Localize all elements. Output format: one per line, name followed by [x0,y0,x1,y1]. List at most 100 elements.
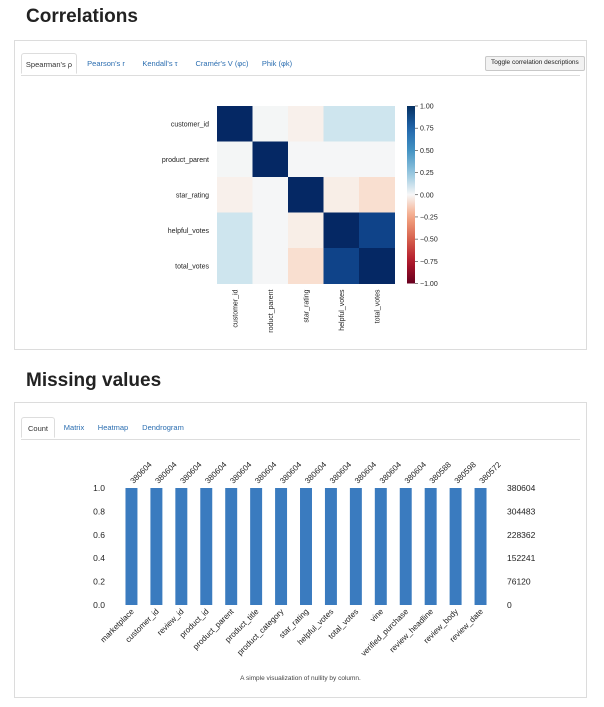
bar-value-label: 380604 [278,460,304,486]
heatmap-cell [359,106,395,142]
bar-value-label: 380604 [353,460,379,486]
tab-cramers-v[interactable]: Cramér's V (φc) [195,59,249,68]
missing-values-title: Missing values [26,370,162,391]
heatmap-cell [288,177,324,213]
heatmap-row-label: customer_id [171,121,209,128]
heatmap-cell [323,141,360,178]
left-axis-tick-label: 0.4 [93,553,105,563]
left-axis-tick-label: 0.2 [93,577,105,587]
bar [324,488,337,605]
left-axis-tick-label: 1.0 [93,483,105,493]
tab-count[interactable]: Count [21,417,55,438]
tab-dendrogram[interactable]: Dendrogram [142,423,184,432]
heatmap-cell [217,141,253,178]
tab-heatmap[interactable]: Heatmap [97,423,129,432]
bar-value-label: 380604 [153,460,179,486]
heatmap-cell [217,106,253,142]
right-axis-tick-label: 152241 [507,553,536,563]
heatmap-cell [323,177,360,213]
bar [449,488,462,605]
bar [374,488,387,605]
heatmap-col-label: roduct_parent [268,289,275,332]
heatmap-cell [323,248,360,284]
bar [349,488,362,605]
heatmap-col-label: helpful_votes [339,289,346,331]
heatmap-cell [288,141,324,178]
missing-values-panel: Count Matrix Heatmap Dendrogram 380604 ma… [14,402,587,698]
heatmap-cell [359,141,395,178]
correlation-heatmap: customer_idproduct_parentstar_ratinghelp… [162,104,438,333]
bar-value-label: 380598 [453,460,479,486]
bar [125,488,138,605]
heatmap-cell [323,106,360,142]
heatmap-cell [217,248,253,284]
missing-count-chart: 380604marketplace380604customer_id380604… [93,460,536,658]
correlations-title: Correlations [26,6,138,27]
colorbar-tick-label: −0.25 [420,214,438,221]
colorbar [407,106,415,284]
bar [150,488,163,605]
heatmap-cell [359,212,395,249]
right-axis-tick-label: 304483 [507,506,536,516]
tab-matrix[interactable]: Matrix [63,423,85,432]
heatmap-row-label: total_votes [175,263,209,270]
bar-value-label: 380604 [253,460,279,486]
heatmap-col-label: customer_id [232,289,239,327]
heatmap-row-label: helpful_votes [168,228,210,235]
heatmap-cell [217,177,253,213]
bar [474,488,487,605]
heatmap-cell [252,141,289,178]
colorbar-tick-label: 0.00 [420,192,434,199]
bar-value-label: 380604 [378,460,404,486]
left-axis-tick-label: 0.0 [93,600,105,610]
bar [424,488,437,605]
heatmap-cell [252,106,289,142]
heatmap-cell [252,212,289,249]
missing-caption: A simple visualization of nullity by col… [240,675,361,682]
colorbar-tick-label: −0.75 [420,259,438,266]
heatmap-cell [288,248,324,284]
colorbar-tick-label: 1.00 [420,104,434,111]
bar [175,488,188,605]
missing-tabs: Count Matrix Heatmap Dendrogram [21,417,580,440]
bar [399,488,412,605]
toggle-correlation-descriptions-button[interactable]: Toggle correlation descriptions [485,56,585,71]
bar-value-label: 380604 [303,460,329,486]
heatmap-cell [252,177,289,213]
bar-value-label: 380604 [328,460,354,486]
heatmap-cell [252,248,289,284]
heatmap-col-label: star_rating [303,289,310,322]
colorbar-tick-label: 0.25 [420,170,434,177]
left-axis-tick-label: 0.6 [93,530,105,540]
correlation-tabs: Spearman's ρ Pearson's r Kendall's τ Cra… [21,53,580,76]
bar-value-label: 380604 [178,460,204,486]
heatmap-row-label: product_parent [162,157,209,164]
heatmap-cell [288,212,324,249]
tab-spearman[interactable]: Spearman's ρ [21,53,77,74]
bar [200,488,213,605]
heatmap-row-label: star_rating [176,192,209,199]
bar-category-label: review_headline [388,607,436,655]
right-axis-tick-label: 76120 [507,577,531,587]
tab-pearson[interactable]: Pearson's r [87,59,125,68]
bar-value-label: 380604 [228,460,254,486]
colorbar-tick-label: 0.75 [420,126,434,133]
bar [250,488,263,605]
heatmap-cell [288,106,324,142]
bar-category-label: vine [368,607,385,624]
right-axis-tick-label: 0 [507,600,512,610]
bar-value-label: 380604 [403,460,429,486]
right-axis-tick-label: 380604 [507,483,536,493]
colorbar-tick-label: −0.50 [420,237,438,244]
bar-value-label: 380604 [129,460,155,486]
bar [300,488,312,605]
tab-phik[interactable]: Phik (φk) [261,59,293,68]
heatmap-cell [359,248,395,284]
heatmap-cell [323,212,360,249]
correlations-panel: Spearman's ρ Pearson's r Kendall's τ Cra… [14,40,587,350]
tab-kendall[interactable]: Kendall's τ [142,59,178,68]
right-axis-tick-label: 228362 [507,530,536,540]
bar [275,488,288,605]
heatmap-col-label: total_votes [374,289,381,323]
colorbar-tick-label: 0.50 [420,148,434,155]
